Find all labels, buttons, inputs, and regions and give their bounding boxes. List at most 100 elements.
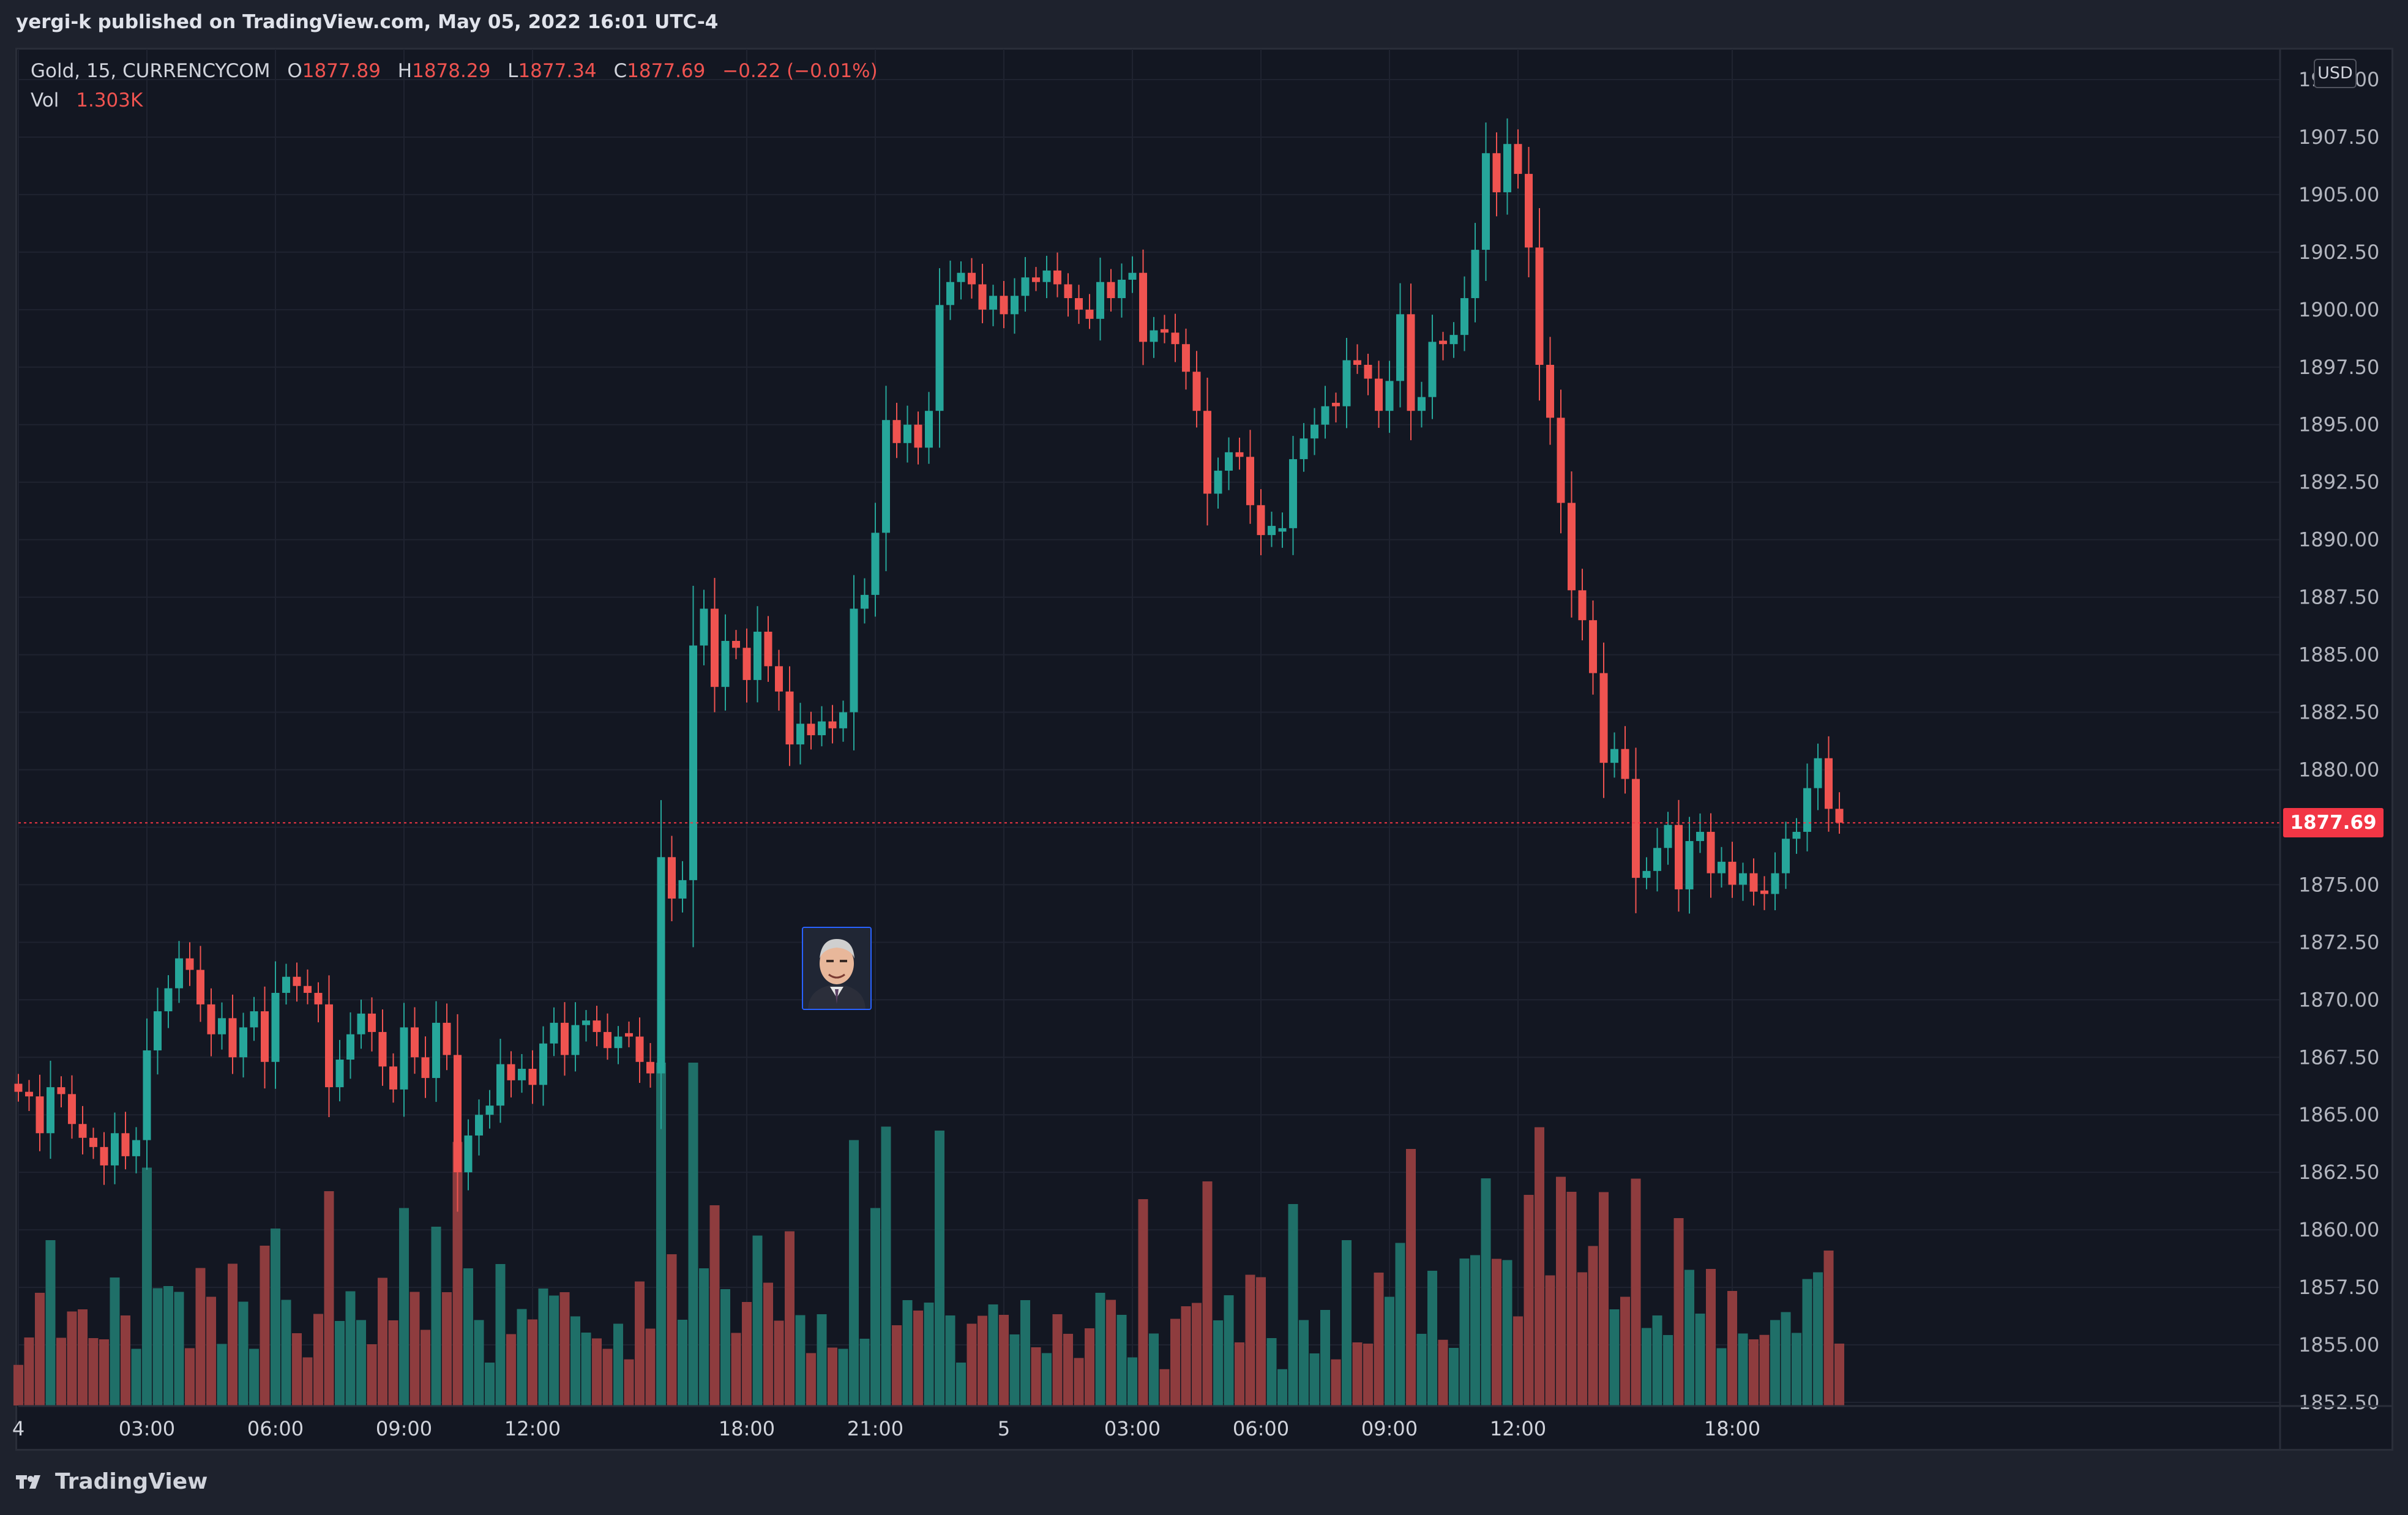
- volume-bar: [742, 1302, 752, 1405]
- candle-body: [968, 272, 976, 285]
- candle: [1760, 876, 1768, 910]
- candle: [1107, 269, 1115, 312]
- volume-bar: [24, 1337, 34, 1405]
- candle-body: [378, 1031, 387, 1067]
- candle: [1428, 315, 1437, 419]
- candle: [378, 1009, 387, 1086]
- volume-bar: [356, 1320, 366, 1405]
- candle-body: [432, 1022, 440, 1079]
- candle-body: [1418, 397, 1426, 411]
- volume-bar: [859, 1339, 870, 1405]
- candle: [1621, 726, 1629, 794]
- candle-body: [1814, 758, 1822, 788]
- price-tick-label: 1857.50: [2298, 1276, 2379, 1299]
- price-tick-label: 1865.00: [2298, 1103, 2379, 1126]
- candle: [443, 1003, 451, 1071]
- candle-body: [1792, 831, 1801, 839]
- volume-bar: [1566, 1192, 1577, 1405]
- price-tick-label: 1890.00: [2298, 528, 2379, 552]
- candle: [1375, 361, 1383, 428]
- symbol-label[interactable]: Gold, 15, CURRENCYCOM: [31, 60, 271, 82]
- candle-body: [1428, 342, 1437, 397]
- candle: [1653, 828, 1661, 892]
- candle-body: [89, 1137, 97, 1147]
- candle-body: [1557, 417, 1565, 503]
- candle: [346, 1012, 354, 1079]
- candle: [1525, 146, 1533, 277]
- volume-bar: [1416, 1334, 1427, 1405]
- candle-body: [882, 420, 890, 533]
- volume-bar: [431, 1227, 441, 1405]
- price-candles: [14, 118, 1844, 1212]
- volume-bar: [688, 1063, 698, 1405]
- candle: [507, 1051, 515, 1098]
- candle-body: [68, 1094, 76, 1124]
- candle-body: [946, 282, 954, 305]
- volume-bar: [1695, 1314, 1705, 1405]
- candle: [1342, 338, 1351, 428]
- candle-body: [732, 641, 740, 648]
- volume-bar: [399, 1208, 409, 1405]
- candle-body: [1289, 459, 1297, 528]
- candle: [1610, 732, 1618, 778]
- candle: [400, 1003, 408, 1117]
- footer-bar: [0, 1451, 2408, 1515]
- currency-badge[interactable]: USD: [2314, 59, 2357, 88]
- candle-body: [1718, 861, 1726, 873]
- candle-body: [1375, 378, 1383, 411]
- price-axis[interactable]: 1910.001907.501905.001902.501900.001897.…: [2279, 49, 2379, 1449]
- volume-bar: [1545, 1275, 1555, 1405]
- candle-body: [1449, 335, 1458, 345]
- grid-lines: [18, 49, 2280, 1406]
- candle: [635, 1017, 644, 1083]
- time-tick-label: 5: [998, 1417, 1010, 1440]
- volume-bar: [421, 1330, 430, 1405]
- volume-bar: [388, 1320, 398, 1405]
- vol-label[interactable]: Vol: [31, 89, 59, 111]
- jerome-powell-avatar-icon[interactable]: [802, 927, 872, 1010]
- volume-bar: [1266, 1338, 1277, 1405]
- volume-bar: [35, 1293, 45, 1405]
- candle: [1792, 818, 1801, 854]
- volume-bar: [806, 1353, 816, 1405]
- candle-body: [1664, 825, 1672, 848]
- candle-body: [657, 857, 665, 1074]
- volume-bar: [1749, 1339, 1759, 1405]
- volume-bar: [795, 1315, 806, 1405]
- volume-bar: [1492, 1259, 1501, 1405]
- candle-body: [721, 641, 730, 687]
- candle: [357, 1000, 365, 1049]
- volume-bar: [152, 1288, 163, 1405]
- volume-bar: [281, 1300, 291, 1405]
- volume-bar: [945, 1315, 955, 1405]
- candle-body: [1825, 758, 1833, 809]
- candle-body: [528, 1069, 537, 1085]
- candle-body: [368, 1013, 376, 1032]
- volume-bar: [1609, 1309, 1620, 1405]
- candle-body: [1075, 298, 1083, 310]
- candle: [850, 575, 858, 750]
- candle-body: [861, 594, 869, 609]
- candle: [1246, 430, 1254, 524]
- candle: [1214, 457, 1222, 509]
- candle: [903, 405, 911, 463]
- candle: [593, 1006, 601, 1047]
- candle: [1053, 252, 1061, 297]
- candle-body: [1707, 831, 1715, 873]
- volume-bar: [828, 1347, 837, 1405]
- volume-bar: [1031, 1347, 1041, 1405]
- volume-bar: [956, 1363, 966, 1405]
- candle: [1000, 280, 1008, 329]
- price-tick-label: 1895.00: [2298, 413, 2379, 436]
- candle-body: [100, 1147, 108, 1165]
- volume-bar: [1663, 1335, 1673, 1405]
- candle-body: [1803, 788, 1811, 832]
- time-axis[interactable]: 4 03:00 06:00 09:00 12:00 18:00 21:00 5 03:00 06:…: [12, 1405, 2391, 1440]
- volume-bar: [1759, 1334, 1770, 1405]
- candle: [1718, 847, 1726, 888]
- close-value: 1877.69: [627, 60, 706, 82]
- candle-body: [1042, 270, 1051, 282]
- tradingview-brand[interactable]: TradingView: [16, 1469, 208, 1494]
- candle-body: [357, 1013, 365, 1034]
